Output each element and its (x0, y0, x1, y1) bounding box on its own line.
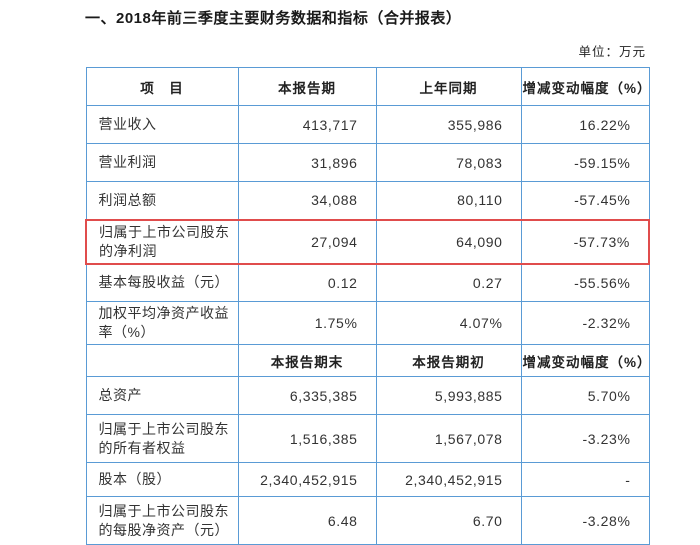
metric-row-eps: 基本每股收益（元） 0.12 0.27 -55.56% (85, 263, 650, 302)
metric-label: 营业收入 (85, 105, 239, 144)
metric-row-revenue: 营业收入 413,717 355,986 16.22% (85, 105, 650, 144)
report-page: 一、2018年前三季度主要财务数据和指标（合并报表） 单位：万元 项 目 本报告… (85, 10, 651, 545)
metric-prior-value: 80,110 (375, 181, 522, 220)
metric-label: 归属于上市公司股东的净利润 (85, 218, 239, 265)
metric-row-net-profit-highlighted: 归属于上市公司股东的净利润 27,094 64,090 -57.73% (85, 218, 650, 265)
metric-prior-value: 4.07% (375, 301, 522, 345)
metric-change-value: 16.22% (520, 105, 650, 144)
metric-change-value: -3.28% (520, 496, 650, 545)
metric-change-value: -57.73% (520, 218, 650, 265)
metric-label: 归属于上市公司股东的所有者权益 (85, 414, 239, 463)
subheader-item-period-end: 本报告期末 (237, 344, 377, 377)
subheader-item-blank (85, 344, 239, 377)
subheader-item-change: 增减变动幅度（%） (520, 344, 651, 377)
metric-prior-value: 5,993,885 (375, 376, 522, 415)
metric-label: 股本（股） (85, 462, 239, 497)
metric-row-owners-equity: 归属于上市公司股东的所有者权益 1,516,385 1,567,078 -3.2… (85, 414, 650, 463)
metric-row-total-assets: 总资产 6,335,385 5,993,885 5.70% (85, 376, 650, 415)
metric-row-total-profit: 利润总额 34,088 80,110 -57.45% (85, 181, 650, 220)
metric-change-value: 5.70% (520, 376, 650, 415)
section-title: 一、2018年前三季度主要财务数据和指标（合并报表） (85, 10, 462, 27)
table-header-row: 项 目 本报告期 上年同期 增减变动幅度（%） (85, 67, 651, 106)
metric-row-operating-profit: 营业利润 31,896 78,083 -59.15% (85, 143, 650, 182)
header-item-prior-period: 上年同期 (375, 67, 522, 106)
metric-change-value: -57.45% (520, 181, 650, 220)
metric-change-value: -2.32% (520, 301, 650, 345)
metric-label: 基本每股收益（元） (85, 263, 239, 302)
metric-prior-value: 6.70 (375, 496, 522, 545)
metric-change-value: - (520, 462, 650, 497)
metric-prior-value: 0.27 (375, 263, 522, 302)
subheader-item-period-start: 本报告期初 (375, 344, 522, 377)
metric-current-value: 6,335,385 (237, 376, 377, 415)
metric-row-roe: 加权平均净资产收益率（%） 1.75% 4.07% -2.32% (85, 301, 650, 345)
metric-current-value: 27,094 (237, 218, 377, 265)
metric-label: 营业利润 (85, 143, 239, 182)
metric-current-value: 31,896 (237, 143, 377, 182)
header-item-current-period: 本报告期 (237, 67, 377, 106)
header-item-change: 增减变动幅度（%） (520, 67, 651, 106)
metric-prior-value: 1,567,078 (375, 414, 522, 463)
metric-label: 利润总额 (85, 181, 239, 220)
metric-prior-value: 78,083 (375, 143, 522, 182)
metric-row-share-capital: 股本（股） 2,340,452,915 2,340,452,915 - (85, 462, 650, 497)
metric-current-value: 413,717 (237, 105, 377, 144)
metric-row-net-assets-per-share: 归属于上市公司股东的每股净资产（元） 6.48 6.70 -3.28% (85, 496, 650, 545)
metric-prior-value: 2,340,452,915 (375, 462, 522, 497)
header-item-metric: 项 目 (85, 67, 239, 106)
financial-table: 项 目 本报告期 上年同期 增减变动幅度（%） 营业收入 413,717 355… (85, 67, 651, 545)
metric-change-value: -59.15% (520, 143, 650, 182)
report-content: 一、2018年前三季度主要财务数据和指标（合并报表） 单位：万元 项 目 本报告… (85, 0, 651, 545)
metric-label: 归属于上市公司股东的每股净资产（元） (85, 496, 239, 545)
metric-current-value: 34,088 (237, 181, 377, 220)
metric-current-value: 2,340,452,915 (237, 462, 377, 497)
metric-current-value: 1.75% (237, 301, 377, 345)
metric-current-value: 6.48 (237, 496, 377, 545)
unit-label: 单位：万元 (578, 45, 646, 59)
table-subheader-row: 本报告期末 本报告期初 增减变动幅度（%） (85, 344, 651, 377)
metric-change-value: -55.56% (520, 263, 650, 302)
metric-label: 加权平均净资产收益率（%） (85, 301, 239, 345)
metric-prior-value: 355,986 (375, 105, 522, 144)
metric-prior-value: 64,090 (375, 218, 522, 265)
metric-change-value: -3.23% (520, 414, 650, 463)
metric-current-value: 0.12 (237, 263, 377, 302)
metric-label: 总资产 (85, 376, 239, 415)
metric-current-value: 1,516,385 (237, 414, 377, 463)
